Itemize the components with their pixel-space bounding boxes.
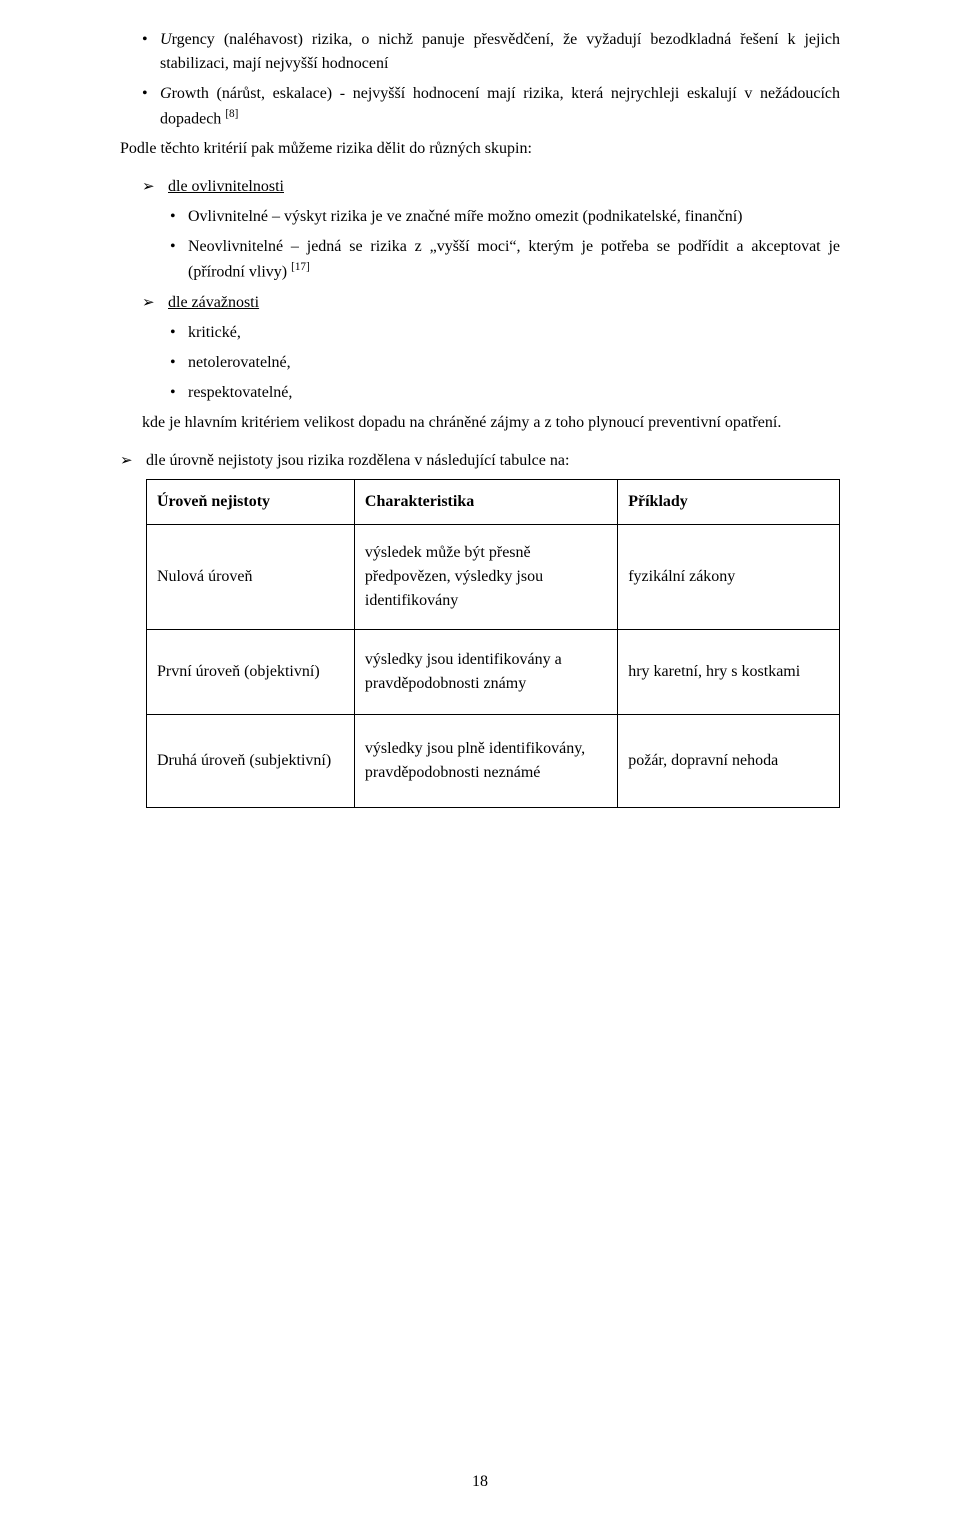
bullet-disc-icon: •: [142, 28, 160, 76]
superscript-ref: [17]: [291, 261, 310, 273]
table-row: Nulová úroveň výsledek může být přesně p…: [147, 524, 840, 629]
bullet-disc-icon: •: [170, 235, 188, 284]
bullet-body: Neovlivnitelné – jedná se rizika z „vyšš…: [188, 238, 840, 280]
bullet-text: netolerovatelné,: [188, 351, 840, 375]
page-number: 18: [0, 1470, 960, 1494]
arrow-right-icon: ➢: [142, 291, 168, 315]
arrow-item: ➢ dle závažnosti: [142, 291, 840, 315]
bullet-text: Growth (nárůst, eskalace) - nejvyšší hod…: [160, 82, 840, 131]
bullet-text: respektovatelné,: [188, 381, 840, 405]
bullet-item: • respektovatelné,: [170, 381, 840, 405]
table-row: První úroveň (objektivní) výsledky jsou …: [147, 629, 840, 714]
bullet-disc-icon: •: [170, 321, 188, 345]
table-cell: Nulová úroveň: [147, 524, 355, 629]
arrow-item: ➢ dle úrovně nejistoty jsou rizika rozdě…: [120, 449, 840, 473]
table-header-cell: Charakteristika: [354, 479, 617, 524]
bullet-text: Neovlivnitelné – jedná se rizika z „vyšš…: [188, 235, 840, 284]
bullet-disc-icon: •: [170, 205, 188, 229]
bullet-text: Urgency (naléhavost) rizika, o nichž pan…: [160, 28, 840, 76]
table-cell: výsledek může být přesně předpovězen, vý…: [354, 524, 617, 629]
arrow-right-icon: ➢: [142, 175, 168, 199]
superscript-ref: [8]: [225, 108, 238, 120]
italic-letter: U: [160, 31, 172, 48]
table-cell: požár, dopravní nehoda: [618, 714, 840, 807]
paragraph: Podle těchto kritérií pak můžeme rizika …: [120, 137, 840, 161]
arrow-item: ➢ dle ovlivnitelnosti: [142, 175, 840, 199]
bullet-item: • netolerovatelné,: [170, 351, 840, 375]
bullet-item: • Ovlivnitelné – výskyt rizika je ve zna…: [170, 205, 840, 229]
bullet-item: • Growth (nárůst, eskalace) - nejvyšší h…: [142, 82, 840, 131]
table-cell: fyzikální zákony: [618, 524, 840, 629]
table-header-cell: Úroveň nejistoty: [147, 479, 355, 524]
table-header-row: Úroveň nejistoty Charakteristika Příklad…: [147, 479, 840, 524]
table-header-cell: Příklady: [618, 479, 840, 524]
bullet-rest: rgency (naléhavost) rizika, o nichž panu…: [160, 31, 840, 72]
table-cell: výsledky jsou plně identifikovány, pravd…: [354, 714, 617, 807]
bullet-rest: rowth (nárůst, eskalace) - nejvyšší hodn…: [160, 85, 840, 127]
table-cell: hry karetní, hry s kostkami: [618, 629, 840, 714]
bullet-text: Ovlivnitelné – výskyt rizika je ve značn…: [188, 205, 840, 229]
table-cell: Druhá úroveň (subjektivní): [147, 714, 355, 807]
bullet-disc-icon: •: [170, 381, 188, 405]
arrow-right-icon: ➢: [120, 449, 146, 473]
table-row: Druhá úroveň (subjektivní) výsledky jsou…: [147, 714, 840, 807]
arrow-label: dle závažnosti: [168, 291, 840, 315]
table-cell: výsledky jsou identifikovány a pravděpod…: [354, 629, 617, 714]
italic-letter: G: [160, 85, 172, 102]
table-cell: První úroveň (objektivní): [147, 629, 355, 714]
arrow-intro: dle úrovně nejistoty jsou rizika rozděle…: [146, 449, 840, 473]
bullet-text: kritické,: [188, 321, 840, 345]
bullet-disc-icon: •: [142, 82, 160, 131]
bullet-disc-icon: •: [170, 351, 188, 375]
bullet-item: • Neovlivnitelné – jedná se rizika z „vy…: [170, 235, 840, 284]
bullet-item: • Urgency (naléhavost) rizika, o nichž p…: [142, 28, 840, 76]
uncertainty-table: Úroveň nejistoty Charakteristika Příklad…: [146, 479, 840, 808]
arrow-label: dle ovlivnitelnosti: [168, 175, 840, 199]
bullet-item: • kritické,: [170, 321, 840, 345]
paragraph: kde je hlavním kritériem velikost dopadu…: [142, 411, 840, 435]
